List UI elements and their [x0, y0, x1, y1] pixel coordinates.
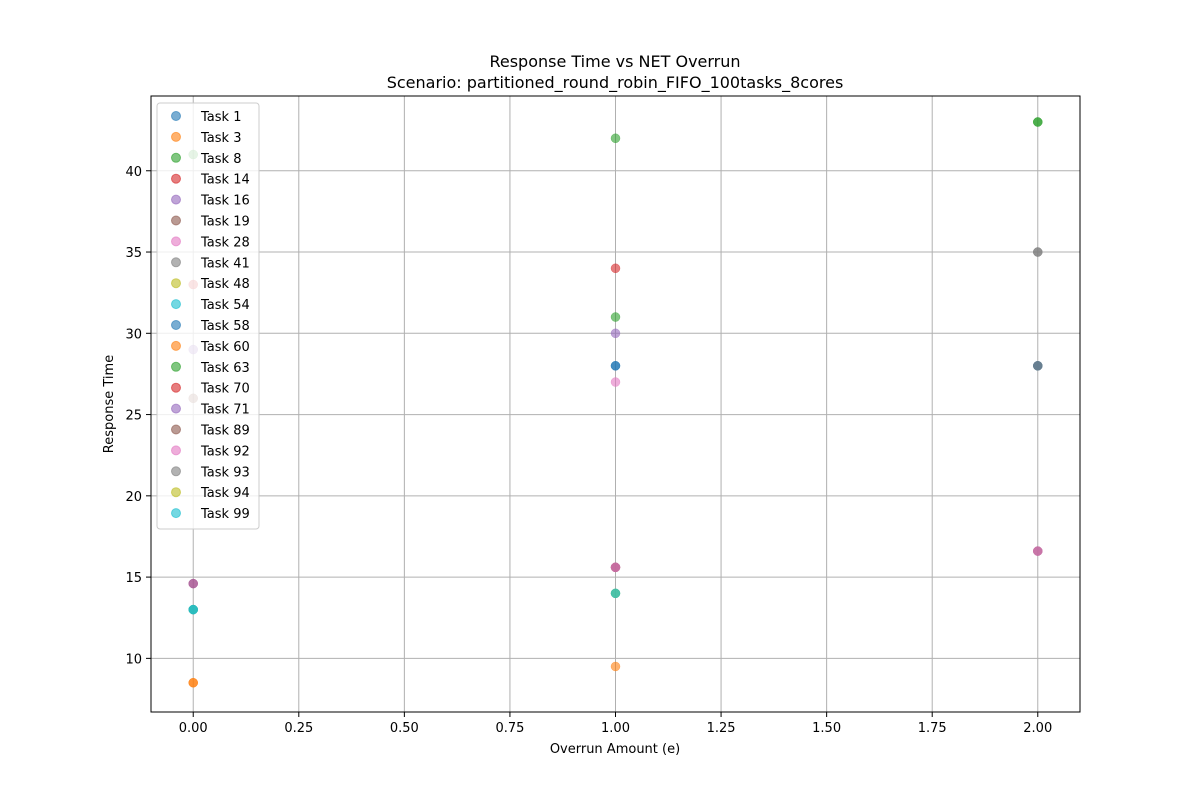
data-point-task-92: [1033, 546, 1043, 556]
legend-marker-task-54: [171, 299, 181, 310]
legend-marker-task-94: [171, 487, 181, 498]
legend-label-task-54: Task 54: [200, 298, 250, 313]
x-tick-label: 1.75: [918, 721, 947, 736]
y-tick-label: 10: [125, 652, 142, 667]
y-tick-label: 25: [125, 409, 142, 424]
legend-label-task-94: Task 94: [200, 486, 250, 501]
x-tick-label: 0.00: [179, 721, 208, 736]
legend-marker-task-93: [171, 466, 181, 477]
x-axis: 0.00 0.25 0.50 0.75 1.00 1.25 1.50 1.75 2.00: [179, 712, 1052, 736]
legend-label-task-89: Task 89: [200, 424, 250, 439]
data-point-task-63: [1033, 117, 1043, 127]
chart-subtitle: Scenario: partitioned_round_robin_FIFO_1…: [387, 73, 844, 93]
data-point-task-16: [610, 328, 621, 339]
legend-marker-task-19: [171, 215, 181, 226]
legend-label-task-16: Task 16: [200, 194, 250, 209]
legend-marker-task-92: [171, 445, 181, 456]
data-point-task-99: [610, 588, 621, 599]
x-tick-label: 1.25: [707, 721, 736, 736]
legend-label-task-41: Task 41: [200, 256, 250, 271]
data-point-task-93: [1033, 247, 1043, 257]
y-tick-label: 40: [125, 165, 142, 180]
y-axis-label: Response Time: [102, 355, 117, 453]
legend-label-task-92: Task 92: [200, 444, 250, 459]
legend-label-task-99: Task 99: [200, 507, 250, 522]
legend-label-task-1: Task 1: [200, 110, 241, 125]
legend-marker-task-41: [171, 257, 181, 268]
legend-label-task-28: Task 28: [200, 235, 250, 250]
x-tick-label: 0.50: [390, 721, 419, 736]
legend-marker-task-60: [171, 340, 181, 351]
data-point-task-99: [188, 604, 198, 615]
chart-title: Response Time vs NET Overrun: [489, 52, 740, 71]
y-tick-label: 35: [125, 246, 142, 261]
legend-marker-task-14: [171, 173, 181, 184]
data-points: [188, 117, 1043, 688]
x-tick-label: 0.75: [495, 721, 524, 736]
y-tick-label: 30: [125, 327, 142, 342]
y-axis: 10 15 20 25 30 35 40: [125, 165, 151, 667]
legend-marker-task-99: [171, 508, 181, 519]
legend-label-task-63: Task 63: [200, 361, 250, 376]
y-tick-label: 15: [125, 571, 142, 586]
x-tick-label: 1.00: [601, 721, 630, 736]
legend-label-task-48: Task 48: [200, 277, 250, 292]
legend-label-task-60: Task 60: [200, 340, 250, 355]
legend-label-task-93: Task 93: [200, 465, 250, 480]
data-point-task-28: [610, 377, 621, 387]
x-tick-label: 1.50: [812, 721, 841, 736]
x-tick-label: 2.00: [1023, 721, 1052, 736]
legend-label-task-3: Task 3: [200, 131, 241, 146]
data-point-task-92: [610, 562, 621, 573]
data-point-task-58: [610, 361, 621, 371]
legend-marker-task-28: [171, 236, 181, 247]
data-point-task-14: [610, 263, 621, 274]
legend-label-task-19: Task 19: [200, 215, 250, 230]
data-point-task-63: [610, 312, 621, 322]
legend-label-task-58: Task 58: [200, 319, 250, 334]
data-point-task-8: [610, 133, 621, 144]
legend-label-task-70: Task 70: [200, 382, 250, 397]
legend-marker-task-1: [171, 111, 181, 121]
data-point-task-3: [610, 661, 621, 672]
data-point-task-60: [188, 677, 198, 688]
legend-marker-task-8: [171, 152, 181, 163]
legend: Task 1 Task 3 Task 8 Task 14 Task 16 Task 19 T…: [156, 102, 260, 530]
x-axis-label: Overrun Amount (e): [550, 742, 680, 757]
legend-marker-task-63: [171, 361, 181, 372]
legend-label-task-14: Task 14: [200, 173, 250, 188]
legend-marker-task-3: [171, 131, 181, 142]
legend-label-task-71: Task 71: [200, 403, 250, 418]
legend-marker-task-58: [171, 320, 181, 330]
x-tick-label: 0.25: [284, 721, 313, 736]
legend-marker-task-48: [171, 278, 181, 289]
legend-frame: [156, 102, 260, 530]
legend-marker-task-89: [171, 424, 181, 435]
legend-marker-task-70: [171, 382, 181, 393]
legend-marker-task-16: [171, 194, 181, 205]
legend-marker-task-71: [171, 403, 181, 414]
data-point-task-71: [188, 578, 198, 589]
y-tick-label: 20: [125, 490, 142, 505]
legend-label-task-8: Task 8: [200, 152, 241, 167]
data-point-task-93: [1033, 361, 1043, 371]
